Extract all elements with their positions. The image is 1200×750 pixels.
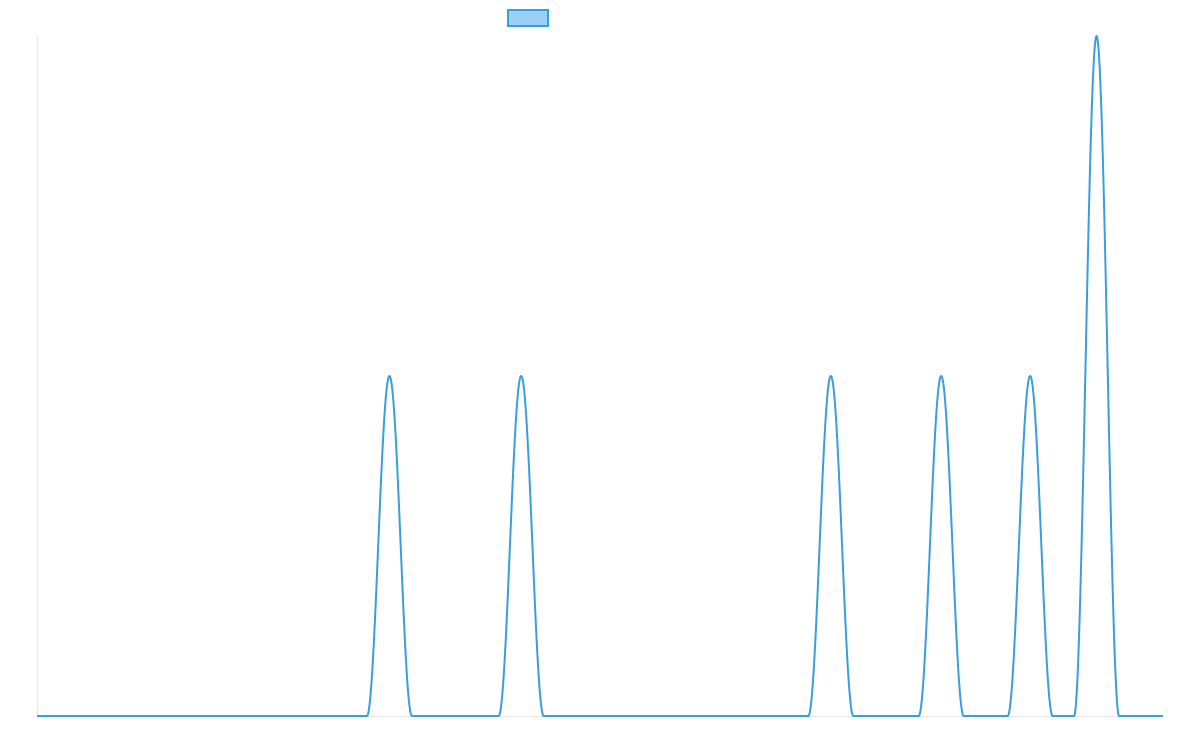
peak-point-5[interactable] (1026, 372, 1034, 380)
legend-swatch[interactable] (507, 9, 549, 27)
peak-point-4[interactable] (937, 372, 945, 380)
peak-point-3[interactable] (827, 372, 835, 380)
series-group (36, 32, 1164, 717)
peak-point-1[interactable] (385, 372, 393, 380)
legend[interactable] (507, 9, 549, 27)
peak-point-6[interactable] (1093, 32, 1101, 40)
peak-point-2[interactable] (517, 372, 525, 380)
series-line (36, 35, 1164, 717)
